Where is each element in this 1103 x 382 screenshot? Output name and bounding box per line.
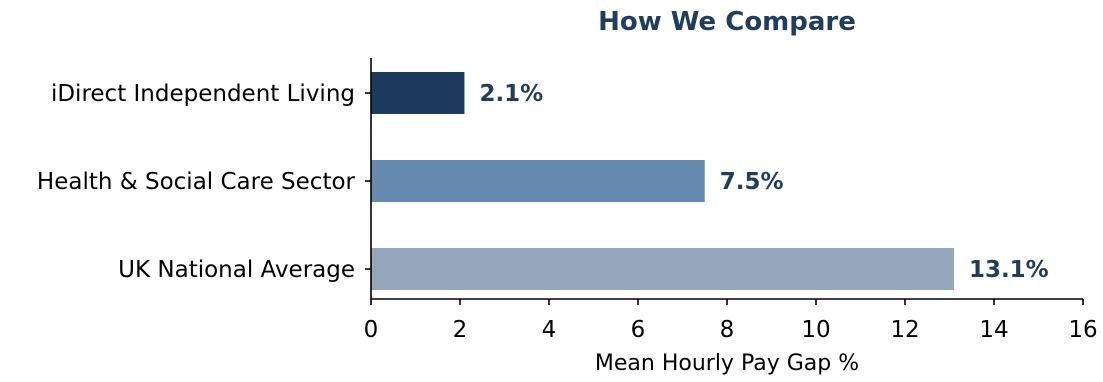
y-tick-layer: iDirect Independent Living Health & Socia…	[37, 81, 371, 283]
x-tick-label-2: 4	[542, 317, 557, 343]
x-tick-label-0: 0	[364, 317, 379, 343]
x-tick-layer: 0 2 4 6 8 10 12 14 16	[364, 299, 1098, 343]
x-tick-label-6: 12	[890, 317, 919, 343]
x-tick-label-1: 2	[453, 317, 468, 343]
x-tick-label-8: 16	[1068, 317, 1097, 343]
y-tick-label-2: UK National Average	[118, 257, 355, 283]
bar-0	[371, 72, 465, 114]
x-tick-label-4: 8	[720, 317, 735, 343]
data-label-2: 13.1%	[969, 257, 1049, 283]
bar-1	[371, 160, 705, 202]
x-tick-label-3: 6	[631, 317, 646, 343]
data-label-1: 7.5%	[720, 169, 784, 195]
y-tick-label-0: iDirect Independent Living	[51, 81, 355, 107]
x-tick-label-7: 14	[979, 317, 1008, 343]
bars-layer: 2.1% 7.5% 13.1%	[371, 72, 1049, 290]
y-tick-label-1: Health & Social Care Sector	[37, 169, 356, 195]
chart-title: How We Compare	[598, 7, 856, 37]
x-tick-label-5: 10	[801, 317, 830, 343]
data-label-0: 2.1%	[479, 81, 543, 107]
bar-2	[371, 248, 954, 290]
x-axis-label: Mean Hourly Pay Gap %	[595, 351, 859, 376]
